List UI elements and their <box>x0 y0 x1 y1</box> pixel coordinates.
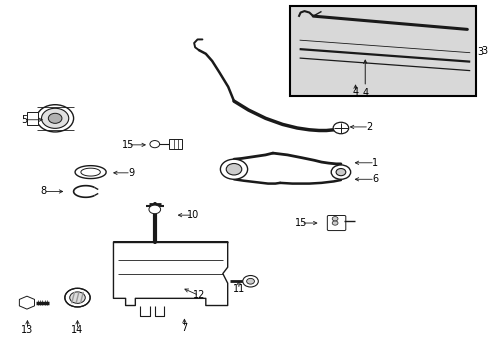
Text: 6: 6 <box>371 174 377 184</box>
Text: 4: 4 <box>352 87 358 97</box>
Circle shape <box>220 159 247 179</box>
Circle shape <box>226 163 241 175</box>
Circle shape <box>335 168 345 176</box>
Text: 2: 2 <box>365 122 371 132</box>
Circle shape <box>331 217 337 221</box>
Text: 3: 3 <box>481 46 487 56</box>
Text: 5: 5 <box>21 115 27 125</box>
FancyBboxPatch shape <box>326 216 345 230</box>
Circle shape <box>48 113 62 123</box>
Circle shape <box>242 275 258 287</box>
Circle shape <box>331 221 337 225</box>
Text: 3: 3 <box>476 47 483 57</box>
Circle shape <box>149 205 160 214</box>
Circle shape <box>37 105 74 132</box>
Text: 4: 4 <box>362 88 367 98</box>
Text: 9: 9 <box>128 168 134 178</box>
Bar <box>169 139 182 149</box>
Bar <box>27 112 38 125</box>
Text: 15: 15 <box>122 140 134 150</box>
Text: 13: 13 <box>21 325 34 335</box>
Circle shape <box>65 288 90 307</box>
Text: 15: 15 <box>294 218 306 228</box>
Text: 1: 1 <box>371 158 377 168</box>
Circle shape <box>70 292 85 303</box>
Text: 12: 12 <box>192 291 205 301</box>
Text: 7: 7 <box>181 323 187 333</box>
Circle shape <box>330 165 350 179</box>
Circle shape <box>246 278 254 284</box>
Circle shape <box>332 122 348 134</box>
Text: 8: 8 <box>41 186 46 197</box>
Text: 10: 10 <box>186 210 199 220</box>
Bar <box>289 6 475 96</box>
Circle shape <box>150 140 159 148</box>
Text: 14: 14 <box>71 325 83 335</box>
Circle shape <box>41 108 69 129</box>
Text: 11: 11 <box>232 284 244 294</box>
